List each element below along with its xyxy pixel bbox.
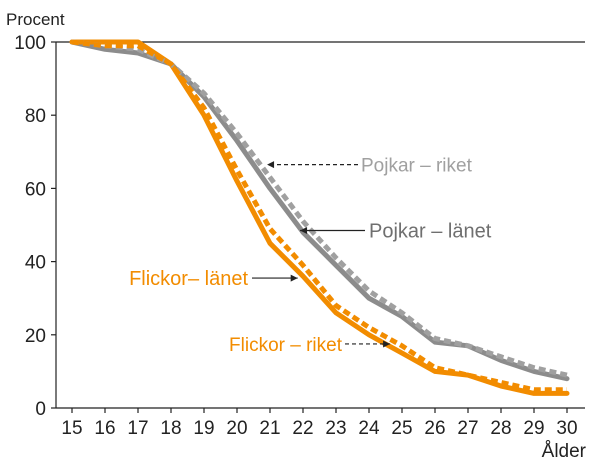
y-tick-label: 20 — [25, 326, 46, 347]
x-tick-label: 20 — [226, 418, 247, 439]
axes: 0 20 40 60 80 100 15 16 17 18 19 20 21 22 23 24 25 26 27 28… — [14, 33, 585, 439]
leader-arrowhead-2 — [300, 226, 308, 234]
x-tick-label: 15 — [61, 418, 82, 439]
x-tick-label: 19 — [193, 418, 214, 439]
x-tick-label: 24 — [358, 418, 380, 439]
x-tick-label: 28 — [490, 418, 511, 439]
x-tick-label: 26 — [424, 418, 445, 439]
series-line-1 — [71, 39, 568, 378]
series-label-4: Flickor – riket — [229, 335, 343, 356]
annotation-layer: Pojkar – riket Pojkar – länet Flickor– län… — [129, 156, 492, 356]
series-label-2: Pojkar – länet — [369, 220, 492, 242]
y-tick-label: 60 — [25, 179, 46, 200]
x-tick-label: 18 — [160, 418, 181, 439]
leader-arrowhead-1 — [267, 161, 275, 169]
leader-arrowhead-3 — [290, 274, 298, 282]
series-label-1: Pojkar – riket — [361, 156, 473, 177]
series-line-3 — [71, 39, 567, 393]
x-tick-label: 22 — [292, 418, 313, 439]
y-tick-label: 40 — [25, 253, 46, 274]
series-label-3: Flickor– länet — [129, 268, 248, 290]
x-tick-label: 17 — [127, 418, 148, 439]
series-line-2 — [69, 39, 570, 382]
y-tick-label: 100 — [14, 33, 46, 54]
y-tick-label: 0 — [35, 399, 46, 420]
x-tick-label: 25 — [391, 418, 412, 439]
x-tick-label: 21 — [259, 418, 280, 439]
y-axis-label: Procent — [6, 10, 65, 29]
y-tick-label: 80 — [25, 106, 46, 127]
series-layer — [69, 39, 570, 396]
leader-arrowhead-4 — [383, 340, 391, 348]
x-tick-label: 29 — [523, 418, 544, 439]
x-tick-label: 16 — [94, 418, 115, 439]
x-tick-label: 23 — [325, 418, 346, 439]
x-tick-label: 30 — [556, 418, 577, 439]
x-axis-label: Ålder — [542, 441, 587, 459]
x-tick-label: 27 — [457, 418, 478, 439]
